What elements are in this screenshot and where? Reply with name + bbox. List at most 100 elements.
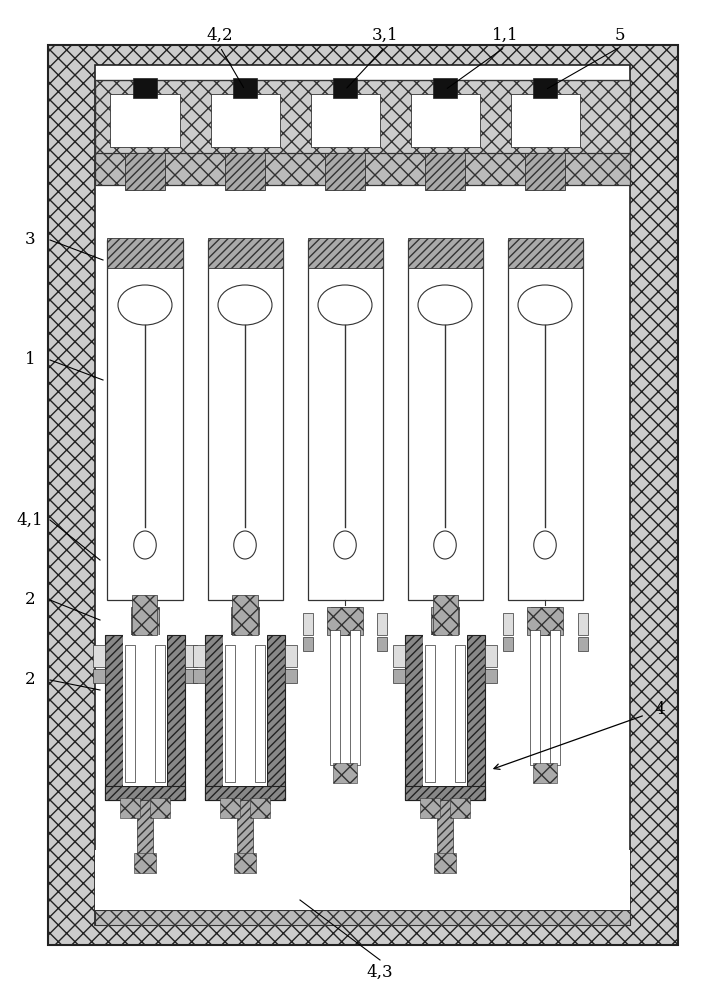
Bar xyxy=(250,798,270,818)
Bar xyxy=(220,798,240,818)
Bar xyxy=(393,645,405,667)
Ellipse shape xyxy=(234,531,256,559)
Bar xyxy=(93,669,105,683)
Text: 1,1: 1,1 xyxy=(492,26,518,43)
Bar xyxy=(123,635,167,786)
Bar xyxy=(285,669,297,683)
Bar xyxy=(95,850,630,910)
Bar xyxy=(533,78,557,98)
Bar xyxy=(325,153,365,190)
Bar xyxy=(302,613,312,635)
Bar xyxy=(255,645,265,782)
Bar xyxy=(133,78,157,98)
Bar xyxy=(502,637,513,651)
Bar xyxy=(425,645,435,782)
Bar xyxy=(434,853,456,873)
Bar xyxy=(302,637,312,651)
Text: 2: 2 xyxy=(25,672,35,688)
Bar xyxy=(155,645,165,782)
Bar xyxy=(167,635,185,800)
Bar xyxy=(377,613,388,635)
Bar xyxy=(307,238,382,268)
Bar xyxy=(405,786,485,800)
Ellipse shape xyxy=(418,285,472,325)
Bar xyxy=(467,635,485,800)
Bar xyxy=(108,238,182,268)
Bar xyxy=(405,635,423,800)
Bar xyxy=(137,800,153,855)
Bar xyxy=(95,65,630,925)
Bar xyxy=(95,153,630,185)
Bar xyxy=(208,240,283,600)
Bar xyxy=(93,645,105,667)
Text: 1: 1 xyxy=(25,352,35,368)
Bar xyxy=(193,645,205,667)
Bar xyxy=(233,595,257,635)
Bar xyxy=(432,595,458,635)
Text: 2: 2 xyxy=(25,591,35,608)
Bar xyxy=(508,240,583,600)
Bar xyxy=(333,763,357,783)
Bar xyxy=(95,910,630,925)
Bar xyxy=(185,645,197,667)
Bar xyxy=(327,607,363,635)
Bar xyxy=(420,798,440,818)
Bar xyxy=(450,798,470,818)
Bar xyxy=(150,798,170,818)
Bar xyxy=(210,94,280,147)
Bar xyxy=(393,669,405,683)
Bar xyxy=(237,800,253,855)
Bar xyxy=(425,153,465,190)
Bar xyxy=(185,669,197,683)
Bar xyxy=(331,607,359,635)
Ellipse shape xyxy=(518,285,572,325)
Bar xyxy=(527,607,563,635)
Bar xyxy=(223,635,267,786)
Bar xyxy=(333,78,357,98)
Bar xyxy=(208,238,283,268)
Bar xyxy=(120,798,140,818)
Bar xyxy=(105,786,185,800)
Bar xyxy=(531,607,559,635)
Bar xyxy=(233,78,257,98)
Bar xyxy=(411,94,479,147)
Bar xyxy=(510,94,580,147)
Bar xyxy=(193,669,205,683)
Bar xyxy=(95,80,630,155)
Bar xyxy=(225,153,265,190)
Bar xyxy=(267,635,285,800)
Bar xyxy=(550,630,560,765)
Bar xyxy=(105,635,123,800)
Bar xyxy=(134,853,156,873)
Ellipse shape xyxy=(334,531,356,559)
Ellipse shape xyxy=(218,285,272,325)
Bar xyxy=(578,613,588,635)
Ellipse shape xyxy=(534,531,556,559)
Bar xyxy=(285,645,297,667)
Text: 3: 3 xyxy=(25,232,35,248)
Bar xyxy=(310,94,380,147)
Bar xyxy=(205,635,223,800)
Text: 5: 5 xyxy=(615,26,625,43)
Bar xyxy=(131,607,159,635)
Text: 4: 4 xyxy=(655,702,665,718)
Bar xyxy=(330,630,340,765)
Text: 4,3: 4,3 xyxy=(367,964,393,980)
Bar xyxy=(108,240,182,600)
Bar xyxy=(423,635,467,786)
Bar xyxy=(502,613,513,635)
Bar xyxy=(377,637,388,651)
Bar xyxy=(578,637,588,651)
Text: 4,2: 4,2 xyxy=(207,26,234,43)
Bar xyxy=(455,645,465,782)
Bar xyxy=(225,645,235,782)
Bar xyxy=(111,94,179,147)
Ellipse shape xyxy=(134,531,156,559)
Bar xyxy=(530,630,540,765)
Ellipse shape xyxy=(434,531,456,559)
Bar xyxy=(350,630,360,765)
Bar xyxy=(125,645,135,782)
Bar xyxy=(508,238,583,268)
Bar xyxy=(525,153,565,190)
Bar xyxy=(125,153,165,190)
